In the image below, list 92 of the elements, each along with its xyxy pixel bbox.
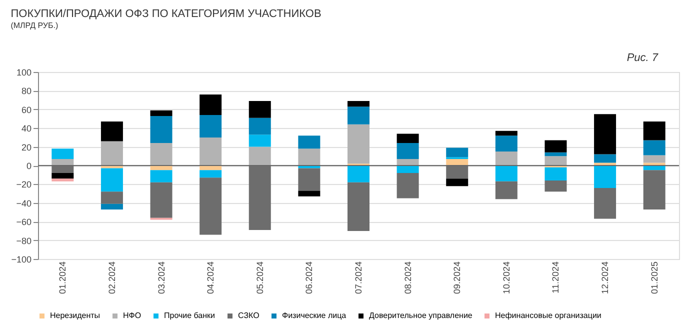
bar: [544, 140, 567, 152]
x-tick-label: 09.2024: [452, 262, 462, 294]
bar: [298, 190, 320, 196]
legend-label: Физические лица: [282, 311, 347, 320]
bar: [150, 116, 172, 144]
bar: [446, 158, 468, 166]
bar: [544, 167, 567, 180]
bar: [150, 170, 172, 182]
bar: [150, 143, 172, 166]
legend-label: Прочие банки: [164, 311, 216, 320]
bar: [594, 188, 616, 219]
y-tick-label: 20: [21, 142, 32, 152]
bar: [348, 100, 370, 107]
legend-label: Нефинансовые организации: [495, 311, 602, 320]
bar: [298, 136, 320, 149]
bar: [495, 136, 518, 152]
x-tick-label: 11.2024: [550, 262, 561, 294]
bar: [396, 158, 419, 166]
legend-label: Нерезиденты: [50, 311, 100, 320]
bar: [100, 204, 123, 210]
y-tick-label: 60: [21, 104, 32, 115]
x-tick-label: 07.2024: [354, 262, 364, 294]
bar: [200, 178, 222, 235]
x-tick-label: 06.2024: [304, 262, 314, 294]
bar: [544, 156, 567, 166]
y-tick-label: −20: [16, 180, 32, 190]
bar: [446, 148, 468, 158]
y-tick-label: −80: [16, 236, 32, 246]
chart-subtitle: (МЛРД РУБ.): [10, 21, 58, 30]
bar: [100, 141, 123, 166]
y-tick-label: −100: [11, 254, 32, 264]
bar: [396, 172, 419, 198]
bar: [594, 114, 616, 154]
bar: [348, 182, 370, 231]
y-tick-label: 40: [21, 124, 32, 134]
legend-label: СЗКО: [238, 311, 260, 320]
bar: [643, 122, 666, 140]
bar: [150, 110, 172, 116]
x-tick-label: 03.2024: [156, 262, 166, 294]
legend-label: НФО: [123, 311, 142, 320]
x-tick-label: 02.2024: [106, 262, 117, 294]
bar: [348, 166, 370, 182]
legend-label: Доверительное управление: [369, 311, 473, 320]
bar: [544, 152, 567, 156]
bar: [446, 178, 468, 186]
bar: [495, 130, 518, 136]
bar: [248, 100, 271, 118]
bar: [643, 170, 666, 210]
bar: [248, 134, 271, 147]
bar: [396, 166, 419, 173]
x-tick-label: 10.2024: [501, 262, 512, 294]
bar: [248, 146, 271, 166]
x-tick-label: 12.2024: [600, 262, 610, 294]
bar: [495, 151, 518, 166]
x-tick-label: 04.2024: [206, 262, 216, 294]
bar: [100, 192, 123, 204]
y-tick-label: 0: [26, 161, 32, 171]
bar: [544, 180, 567, 192]
bar: [495, 181, 518, 200]
bar: [594, 166, 616, 188]
bar: [643, 155, 666, 163]
bar: [52, 172, 74, 179]
bar: [200, 94, 222, 116]
bar: [200, 170, 222, 178]
bar: [298, 148, 320, 166]
x-tick-label: 01.2025: [649, 262, 660, 294]
bar: [52, 158, 74, 166]
bar: [100, 168, 123, 192]
x-tick-label: 05.2024: [254, 262, 265, 294]
bar: [248, 118, 271, 135]
bar: [396, 134, 419, 144]
bar: [495, 166, 518, 182]
bar: [200, 137, 222, 166]
bar: [396, 143, 419, 159]
y-tick-label: 80: [21, 86, 32, 96]
chart-title: ПОКУПКИ/ПРОДАЖИ ОФЗ ПО КАТЕГОРИЯМ УЧАСТНИКОВ: [10, 8, 322, 20]
bar: [298, 168, 320, 191]
x-tick-label: 01.2024: [58, 262, 68, 294]
text: Рис. 7: [626, 52, 659, 64]
bar: [348, 106, 370, 124]
bar: [52, 178, 74, 182]
bar: [150, 182, 172, 218]
y-tick-label: −40: [16, 198, 32, 208]
bar: [52, 148, 74, 159]
x-tick-label: 08.2024: [402, 262, 413, 294]
y-tick-label: 100: [16, 68, 32, 78]
bar: [100, 122, 123, 142]
y-tick-label: −60: [16, 217, 32, 228]
bar: [200, 115, 222, 138]
bar: [643, 140, 666, 156]
bar: [348, 124, 370, 164]
bar: [594, 154, 616, 163]
